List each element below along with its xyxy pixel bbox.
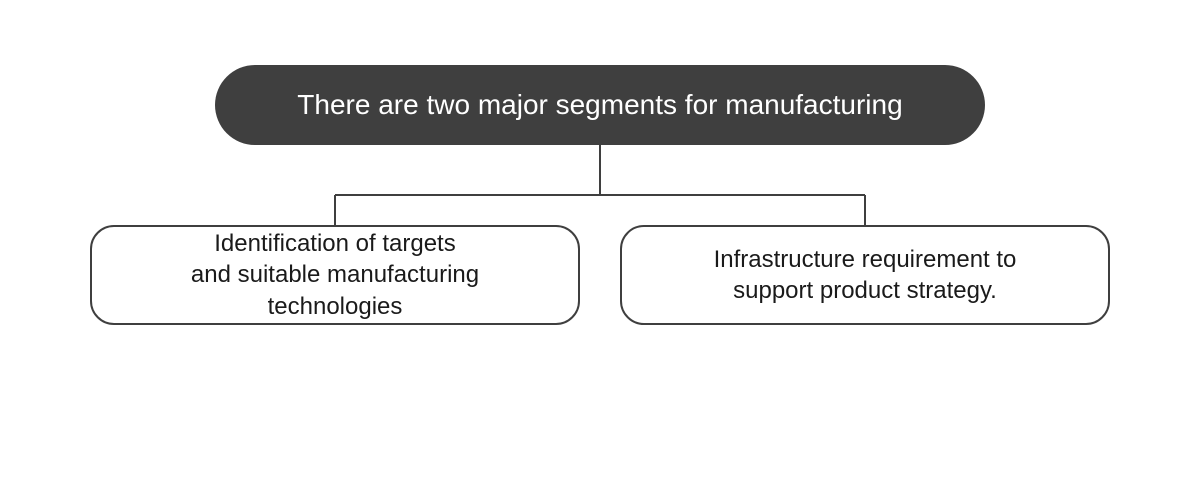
child-label-left: Identification of targetsand suitable ma… (122, 228, 548, 322)
child-node-right: Infrastructure requirement tosupport pro… (620, 225, 1110, 325)
root-node: There are two major segments for manufac… (215, 65, 985, 145)
child-label-right: Infrastructure requirement tosupport pro… (714, 244, 1017, 306)
connector-path (335, 145, 865, 225)
child-row: Identification of targetsand suitable ma… (90, 225, 1110, 325)
child-node-left: Identification of targetsand suitable ma… (90, 225, 580, 325)
tree-diagram: There are two major segments for manufac… (0, 0, 1200, 500)
root-label: There are two major segments for manufac… (297, 89, 902, 121)
